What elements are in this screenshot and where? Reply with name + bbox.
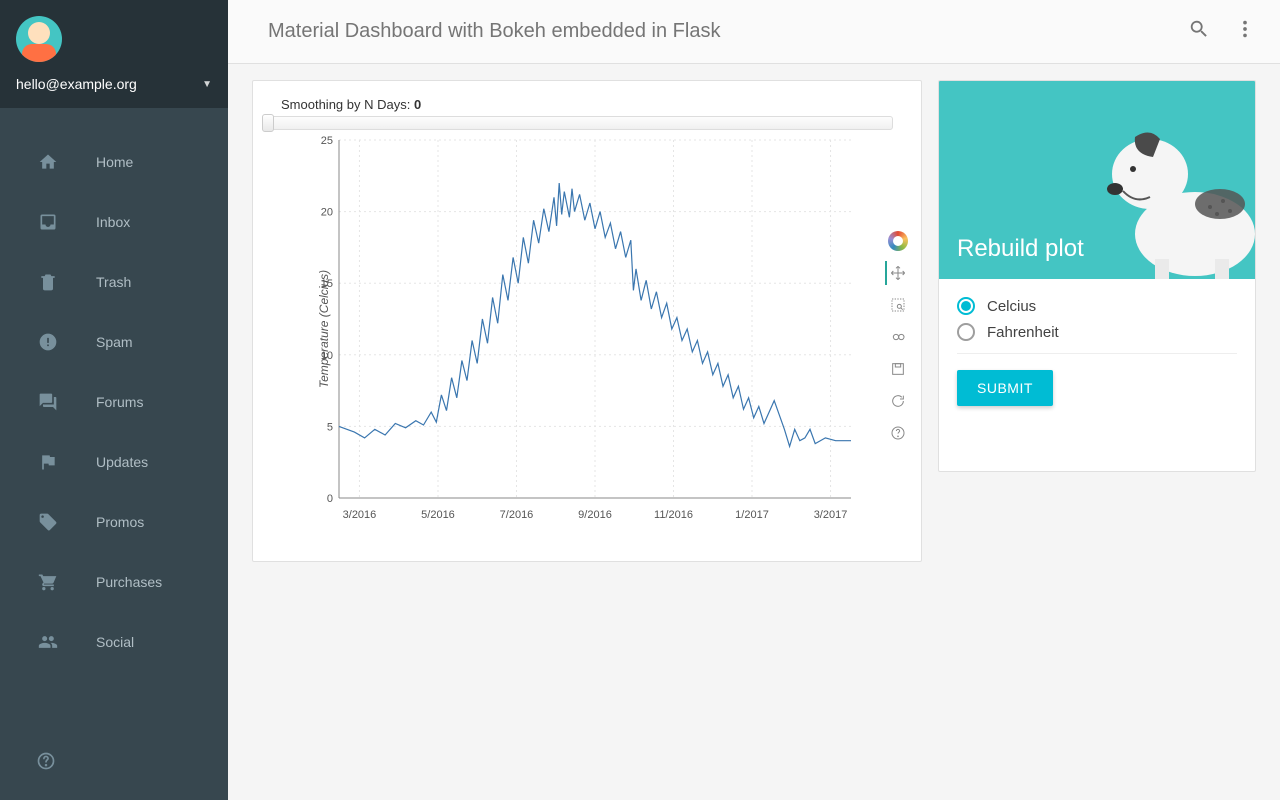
sidebar-item-spam[interactable]: Spam (0, 312, 228, 372)
sidebar-item-inbox[interactable]: Inbox (0, 192, 228, 252)
wheel-zoom-tool-icon[interactable] (885, 325, 909, 349)
y-axis-label: Temperature (Celcius) (317, 270, 331, 388)
trash-icon (36, 270, 60, 294)
svg-text:25: 25 (321, 135, 333, 147)
svg-text:5: 5 (327, 421, 333, 433)
sidebar-item-label: Updates (96, 454, 148, 470)
radio-icon (957, 323, 975, 341)
sidebar-item-label: Home (96, 154, 133, 170)
box-zoom-tool-icon[interactable] (885, 293, 909, 317)
sidebar-item-promos[interactable]: Promos (0, 492, 228, 552)
slider-label: Smoothing by N Days: 0 (281, 97, 913, 112)
bokeh-logo-icon[interactable] (885, 229, 909, 253)
sidebar-item-label: Forums (96, 394, 143, 410)
svg-text:20: 20 (321, 207, 333, 219)
cart-icon (36, 570, 60, 594)
svg-text:5/2016: 5/2016 (421, 509, 455, 521)
main: Material Dashboard with Bokeh embedded i… (228, 0, 1280, 800)
radio-label: Celcius (987, 298, 1036, 315)
temperature-chart[interactable]: Temperature (Celcius) 05101520253/20165/… (289, 134, 873, 524)
account-email: hello@example.org (16, 76, 137, 92)
svg-text:3/2017: 3/2017 (814, 509, 848, 521)
plot-svg: 05101520253/20165/20167/20169/201611/201… (289, 134, 873, 524)
sidebar-header: hello@example.org ▼ (0, 0, 228, 108)
bokeh-toolbar (883, 229, 911, 445)
sidebar-item-purchases[interactable]: Purchases (0, 552, 228, 612)
sidebar-item-label: Trash (96, 274, 131, 290)
account-dropdown[interactable]: hello@example.org ▼ (16, 76, 212, 92)
svg-text:1/2017: 1/2017 (735, 509, 769, 521)
spam-icon (36, 330, 60, 354)
people-icon (36, 630, 60, 654)
chart-card: Smoothing by N Days: 0 Temperature (Celc… (252, 80, 922, 562)
smoothing-slider[interactable] (265, 116, 893, 130)
more-vert-icon[interactable] (1234, 18, 1256, 45)
radio-celcius[interactable]: Celcius (957, 297, 1237, 315)
sidebar-item-social[interactable]: Social (0, 612, 228, 672)
help-tool-icon[interactable] (885, 421, 909, 445)
sidebar-footer (0, 735, 228, 800)
inbox-icon (36, 210, 60, 234)
sidebar-item-label: Inbox (96, 214, 130, 230)
rebuild-plot-card: Rebuild plot Celcius Fahrenheit SUBMIT (938, 80, 1256, 472)
svg-text:9/2016: 9/2016 (578, 509, 612, 521)
svg-text:7/2016: 7/2016 (500, 509, 534, 521)
sidebar-item-label: Purchases (96, 574, 162, 590)
sidebar-item-label: Promos (96, 514, 144, 530)
tag-icon (36, 510, 60, 534)
card-title: Rebuild plot (957, 235, 1084, 263)
content: Smoothing by N Days: 0 Temperature (Celc… (228, 64, 1280, 800)
pan-tool-icon[interactable] (885, 261, 909, 285)
topbar: Material Dashboard with Bokeh embedded i… (228, 0, 1280, 64)
card-hero: Rebuild plot (939, 81, 1255, 279)
radio-fahrenheit[interactable]: Fahrenheit (957, 323, 1237, 341)
sidebar-item-label: Spam (96, 334, 133, 350)
save-tool-icon[interactable] (885, 357, 909, 381)
reset-tool-icon[interactable] (885, 389, 909, 413)
radio-icon (957, 297, 975, 315)
sidebar-nav: Home Inbox Trash Spam Forums Updates (0, 108, 228, 735)
home-icon (36, 150, 60, 174)
svg-text:0: 0 (327, 493, 333, 505)
submit-button[interactable]: SUBMIT (957, 370, 1053, 406)
sidebar-item-home[interactable]: Home (0, 132, 228, 192)
slider-thumb[interactable] (262, 114, 274, 132)
sidebar-item-trash[interactable]: Trash (0, 252, 228, 312)
chevron-down-icon: ▼ (202, 79, 212, 90)
sidebar-item-label: Social (96, 634, 134, 650)
radio-label: Fahrenheit (987, 324, 1059, 341)
search-icon[interactable] (1188, 18, 1210, 45)
page-title: Material Dashboard with Bokeh embedded i… (268, 20, 1188, 43)
svg-text:11/2016: 11/2016 (654, 509, 693, 521)
flag-icon (36, 450, 60, 474)
svg-text:3/2016: 3/2016 (343, 509, 377, 521)
sidebar-item-updates[interactable]: Updates (0, 432, 228, 492)
dog-illustration (1055, 109, 1255, 279)
divider (957, 353, 1237, 354)
help-icon[interactable] (36, 758, 56, 775)
avatar[interactable] (16, 16, 62, 62)
sidebar: hello@example.org ▼ Home Inbox Trash Spa… (0, 0, 228, 800)
sidebar-item-forums[interactable]: Forums (0, 372, 228, 432)
forums-icon (36, 390, 60, 414)
card-body: Celcius Fahrenheit SUBMIT (939, 279, 1255, 424)
